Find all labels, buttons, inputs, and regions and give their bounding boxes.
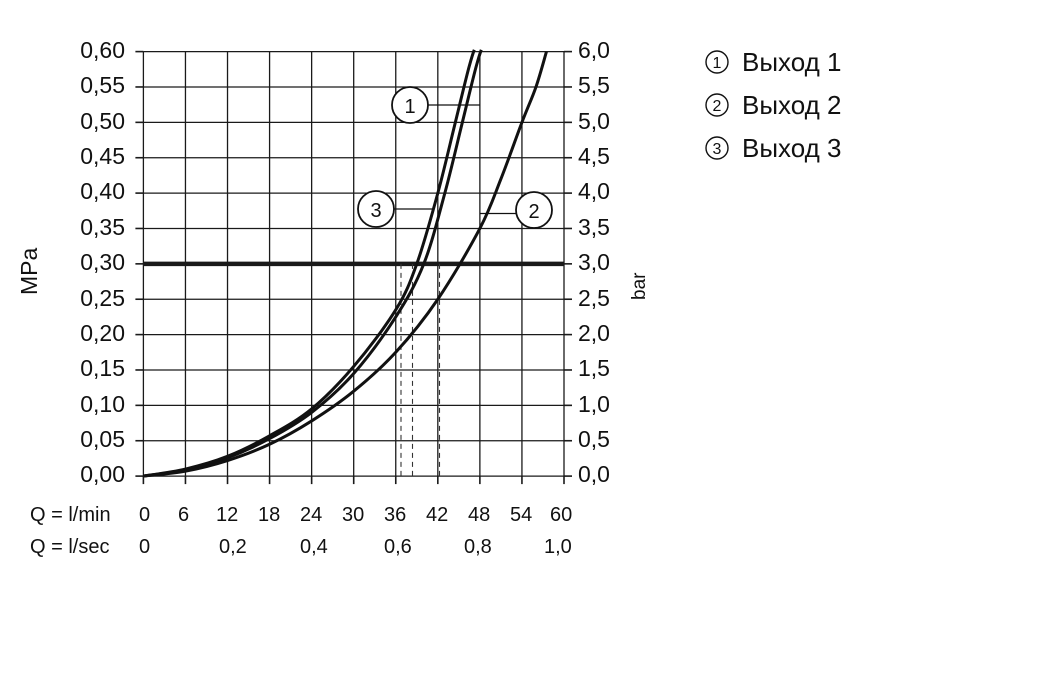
svg-text:3: 3	[713, 141, 722, 158]
svg-text:1: 1	[713, 55, 722, 72]
svg-text:2: 2	[713, 98, 722, 115]
